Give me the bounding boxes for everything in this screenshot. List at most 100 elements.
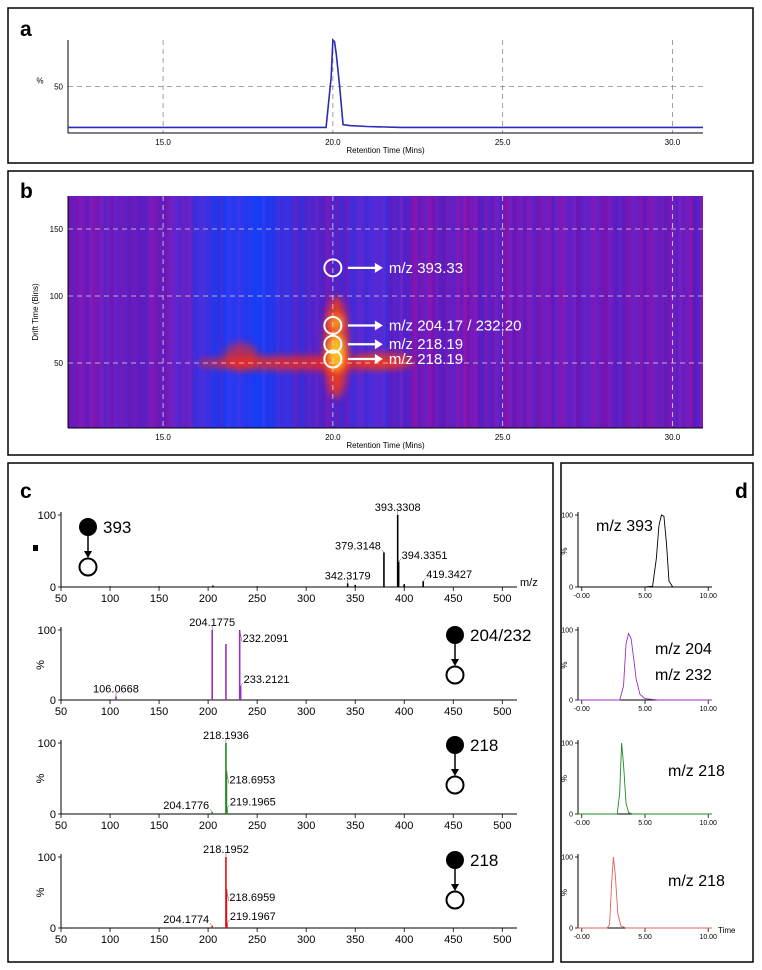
x-tick-label: 50	[55, 593, 67, 605]
heatmap-stripe	[371, 196, 376, 428]
heatmap-stripe	[223, 196, 228, 428]
heatmap-stripe	[590, 196, 595, 428]
panel-box	[7, 7, 754, 164]
heatmap-stripe	[307, 196, 313, 428]
x-tick-label: -0.00	[574, 820, 590, 827]
fragment-icon	[78, 557, 98, 577]
heatmap-stripe	[240, 196, 245, 428]
heatmap-stripe	[247, 196, 253, 428]
precursor-label: 218	[470, 851, 498, 870]
peak-label: 233.2121	[244, 674, 290, 686]
heatmap-stripe	[667, 196, 672, 428]
heatmap-stripe	[389, 196, 394, 428]
x-tick-label: 10.00	[699, 820, 717, 827]
heatmap-stripe	[537, 196, 542, 428]
x-tick-label: 200	[199, 934, 217, 946]
y-axis-title: %	[35, 660, 47, 670]
peak-label-leader	[240, 682, 244, 687]
heatmap-stripe	[195, 196, 200, 428]
heatmap-stripe	[674, 196, 679, 428]
peak-label-leader	[226, 805, 230, 809]
y-tick-label: 50	[54, 82, 63, 91]
x-tick-label: 400	[395, 820, 413, 832]
heatmap-stripe	[413, 196, 418, 428]
series-line	[578, 856, 712, 929]
peak-label: 106.0668	[93, 684, 139, 696]
precursor-icon	[79, 518, 97, 536]
heatmap-stripe	[688, 196, 694, 428]
heatmap-stripe	[230, 196, 235, 428]
fragment-icon	[445, 665, 465, 685]
heatmap-stripe	[378, 196, 383, 428]
heatmap-stripe	[657, 196, 662, 428]
x-tick-label: 300	[297, 706, 315, 718]
heatmap-hotspot	[356, 352, 411, 369]
y-tick-label: 100	[561, 854, 573, 861]
heatmap-stripe	[583, 196, 588, 428]
x-tick-label: 200	[199, 593, 217, 605]
heatmap-stripe	[650, 196, 655, 428]
x-axis-title: m/z	[520, 577, 538, 589]
y-axis-title: %	[36, 77, 43, 86]
heatmap-stripe	[604, 196, 609, 428]
series-line	[578, 742, 712, 815]
series-line	[578, 632, 712, 701]
heatmap-stripe	[505, 196, 510, 428]
heatmap-stripe	[593, 196, 598, 428]
heatmap-stripe	[343, 196, 348, 428]
x-tick-label: 10.00	[699, 934, 717, 941]
peak-label: 204.1776	[163, 800, 209, 812]
fragment-arrowhead	[451, 884, 459, 891]
x-tick-label: 30.0	[665, 138, 681, 147]
heatmap-stripe	[653, 196, 658, 428]
annotation-arrowhead	[374, 353, 383, 364]
heatmap-stripe	[491, 196, 496, 428]
heatmap-stripe	[579, 196, 584, 428]
annotation-label: m/z 393.33	[389, 260, 463, 277]
heatmap-stripe	[635, 196, 641, 428]
x-tick-label: 350	[346, 593, 364, 605]
heatmap-stripe	[283, 196, 288, 428]
heatmap-stripe	[427, 196, 432, 428]
x-tick-label: 15.0	[155, 433, 171, 442]
heatmap-stripe	[131, 196, 136, 428]
heatmap-stripe	[597, 196, 602, 428]
heatmap-stripe	[692, 196, 697, 428]
heatmap-stripe	[678, 196, 683, 428]
annotation-marker	[323, 334, 343, 354]
heatmap-stripe	[110, 196, 115, 428]
panel-box	[560, 462, 754, 963]
heatmap-stripe	[484, 196, 489, 428]
heatmap-stripe	[547, 196, 552, 428]
heatmap-stripe	[96, 196, 101, 428]
heatmap-stripe	[519, 196, 524, 428]
x-tick-label: 150	[150, 593, 168, 605]
heatmap-stripe	[219, 196, 224, 428]
heatmap-stripe	[113, 196, 118, 428]
x-tick-label: 350	[346, 820, 364, 832]
peak-label-leader	[226, 771, 230, 784]
heatmap-stripe	[392, 196, 397, 428]
heatmap-stripe	[646, 196, 651, 428]
heatmap-stripe	[85, 196, 90, 428]
heatmap-stripe	[671, 196, 676, 428]
y-tick-label: 0	[569, 811, 573, 818]
fragment-arrowhead	[84, 551, 92, 558]
heatmap-stripe	[568, 196, 574, 428]
heatmap-stripe	[558, 196, 563, 428]
peak-label: 204.1775	[189, 617, 235, 629]
panel-letter: a	[20, 18, 32, 41]
x-tick-label: 50	[55, 820, 67, 832]
heatmap-stripe	[237, 196, 242, 428]
heatmap-stripe	[180, 196, 186, 428]
peak-label-leader	[239, 629, 243, 643]
annotation-label: m/z 218.19	[389, 336, 463, 353]
annotation-arrowhead	[374, 320, 383, 331]
precursor-icon	[446, 851, 464, 869]
heatmap-stripe	[561, 196, 567, 428]
heatmap-stripe	[279, 196, 284, 428]
heatmap-stripe	[269, 196, 274, 428]
trace-label: m/z 218	[668, 763, 725, 780]
x-tick-label: 10.00	[699, 706, 717, 713]
y-tick-label: 100	[561, 512, 573, 519]
